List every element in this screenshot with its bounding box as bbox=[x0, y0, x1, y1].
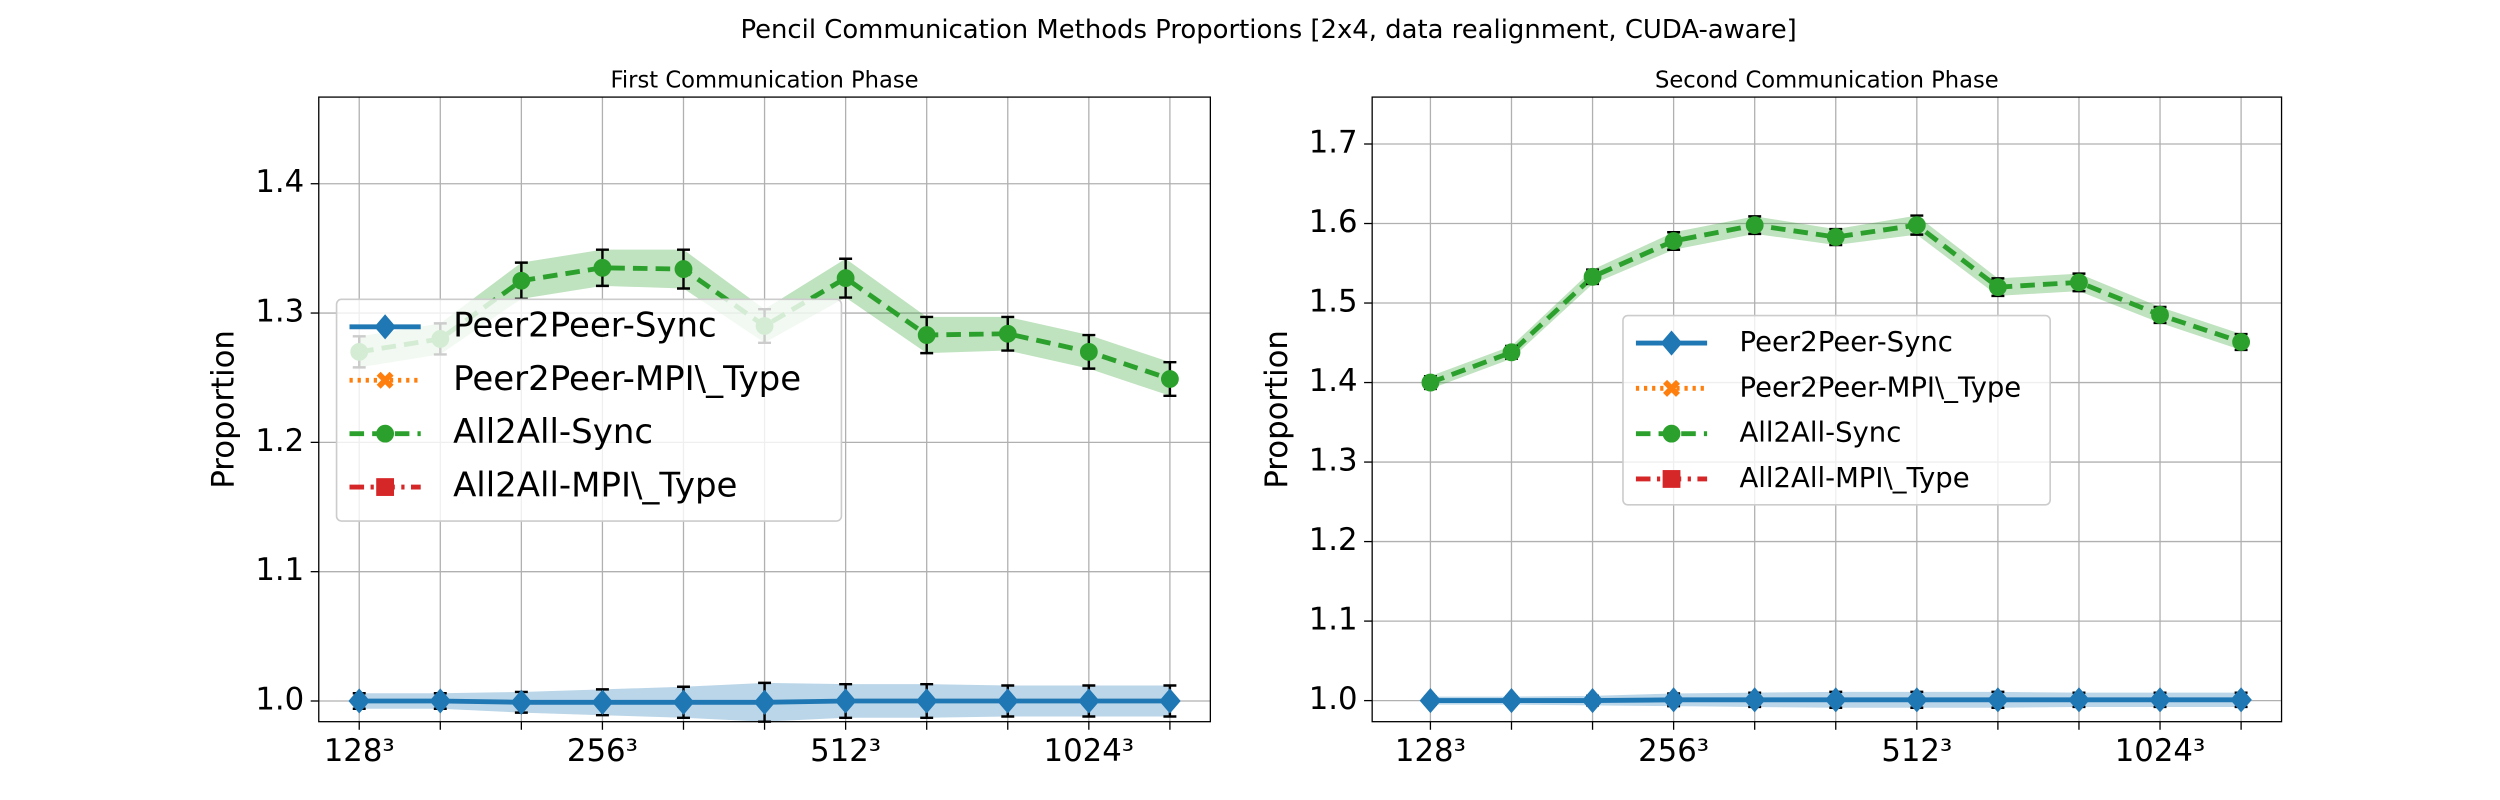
x-tick-label: 1024³ bbox=[2115, 733, 2206, 769]
subplot-title: Second Communication Phase bbox=[1655, 67, 1999, 93]
point bbox=[1988, 278, 2007, 297]
y-tick-label: 1.3 bbox=[255, 294, 304, 330]
y-tick-label: 1.7 bbox=[1309, 125, 1358, 161]
y-tick-label: 1.2 bbox=[255, 423, 304, 459]
error-band bbox=[1430, 215, 2242, 389]
legend-box bbox=[335, 298, 843, 522]
point bbox=[836, 269, 855, 288]
point bbox=[2230, 687, 2252, 713]
legend-label: Peer2Peer-Sync bbox=[453, 305, 717, 345]
point bbox=[917, 326, 936, 344]
legend-marker bbox=[1662, 470, 1681, 488]
legend-label: All2All-MPI\_Type bbox=[1739, 462, 1969, 494]
subplot: First Communication Phase Proportion 1.0 1.… bbox=[205, 67, 1212, 769]
axes-frame bbox=[318, 96, 1212, 723]
point bbox=[1502, 343, 1521, 362]
figure-title: Pencil Communication Methods Proportions… bbox=[740, 15, 1796, 45]
point bbox=[2151, 306, 2169, 324]
legend-marker bbox=[1662, 424, 1681, 443]
point bbox=[996, 688, 1019, 714]
legend-marker bbox=[376, 424, 395, 443]
legend-label: Peer2Peer-MPI\_Type bbox=[453, 359, 801, 399]
legend-label: All2All-Sync bbox=[1739, 417, 1901, 449]
legend-label: All2All-Sync bbox=[453, 412, 653, 452]
point bbox=[1581, 688, 1604, 714]
point bbox=[1161, 370, 1179, 388]
point bbox=[1826, 228, 1845, 246]
subplot-title: First Communication Phase bbox=[611, 67, 919, 93]
y-axis-label: Proportion bbox=[205, 330, 241, 489]
axes-frame bbox=[1371, 96, 2283, 723]
point bbox=[1159, 688, 1181, 714]
point bbox=[1987, 687, 2009, 713]
point bbox=[1421, 373, 1440, 392]
point bbox=[593, 258, 612, 277]
y-tick-label: 1.1 bbox=[255, 552, 304, 588]
legend-label: Peer2Peer-Sync bbox=[1739, 326, 1952, 358]
legend-marker bbox=[374, 314, 396, 340]
point bbox=[753, 689, 776, 715]
y-tick-label: 1.4 bbox=[1309, 363, 1358, 399]
point bbox=[2149, 687, 2171, 713]
x-tick-label: 256³ bbox=[567, 733, 638, 769]
point bbox=[1743, 687, 1766, 713]
x-tick-label: 256³ bbox=[1638, 733, 1709, 769]
x-tick-label: 128³ bbox=[324, 733, 395, 769]
point bbox=[510, 689, 533, 715]
point bbox=[1583, 267, 1602, 286]
point bbox=[674, 260, 693, 278]
point bbox=[512, 271, 531, 290]
y-tick-label: 1.6 bbox=[1309, 204, 1358, 240]
point bbox=[998, 324, 1017, 343]
point bbox=[2070, 273, 2088, 292]
legend-marker bbox=[1663, 379, 1680, 397]
point bbox=[1906, 687, 1928, 713]
x-tick-label: 512³ bbox=[1881, 733, 1952, 769]
point bbox=[1664, 232, 1683, 250]
y-tick-label: 1.4 bbox=[255, 164, 304, 200]
legend-marker bbox=[376, 371, 394, 389]
y-tick-label: 1.2 bbox=[1309, 522, 1358, 558]
legend-box bbox=[1622, 314, 2051, 506]
series-line bbox=[1429, 222, 2242, 385]
point bbox=[1500, 688, 1523, 714]
x-tick-label: 512³ bbox=[810, 733, 881, 769]
point bbox=[591, 689, 614, 715]
point bbox=[1662, 687, 1685, 713]
legend-label: Peer2Peer-MPI\_Type bbox=[1739, 371, 2021, 403]
legend: Peer2Peer-Sync Peer2Peer-MPI\_Type All2All… bbox=[335, 298, 843, 522]
legend-label: All2All-MPI\_Type bbox=[453, 466, 737, 506]
point bbox=[1419, 688, 1442, 714]
point bbox=[1079, 342, 1098, 361]
x-tick-label: 128³ bbox=[1395, 733, 1466, 769]
y-tick-label: 1.1 bbox=[1309, 602, 1358, 638]
y-tick-label: 1.3 bbox=[1309, 443, 1358, 479]
x-tick-label: 1024³ bbox=[1044, 733, 1135, 769]
y-tick-label: 1.0 bbox=[255, 681, 304, 717]
point bbox=[2232, 333, 2250, 351]
legend-marker bbox=[376, 478, 395, 496]
point bbox=[1745, 216, 1764, 235]
point bbox=[429, 688, 452, 714]
point bbox=[2068, 687, 2090, 713]
point bbox=[1824, 687, 1847, 713]
y-axis-label: Proportion bbox=[1259, 330, 1295, 489]
legend: Peer2Peer-Sync Peer2Peer-MPI\_Type All2All… bbox=[1622, 314, 2051, 506]
y-tick-label: 1.0 bbox=[1309, 681, 1358, 717]
point bbox=[915, 688, 938, 714]
point bbox=[672, 689, 695, 715]
y-tick-label: 1.5 bbox=[1309, 284, 1358, 320]
point bbox=[1078, 688, 1100, 714]
point bbox=[348, 688, 370, 714]
point bbox=[834, 688, 857, 714]
point bbox=[1907, 216, 1926, 235]
subplot: Second Communication Phase Proportion 1.0 1… bbox=[1259, 67, 2283, 769]
legend-marker bbox=[1660, 330, 1683, 356]
